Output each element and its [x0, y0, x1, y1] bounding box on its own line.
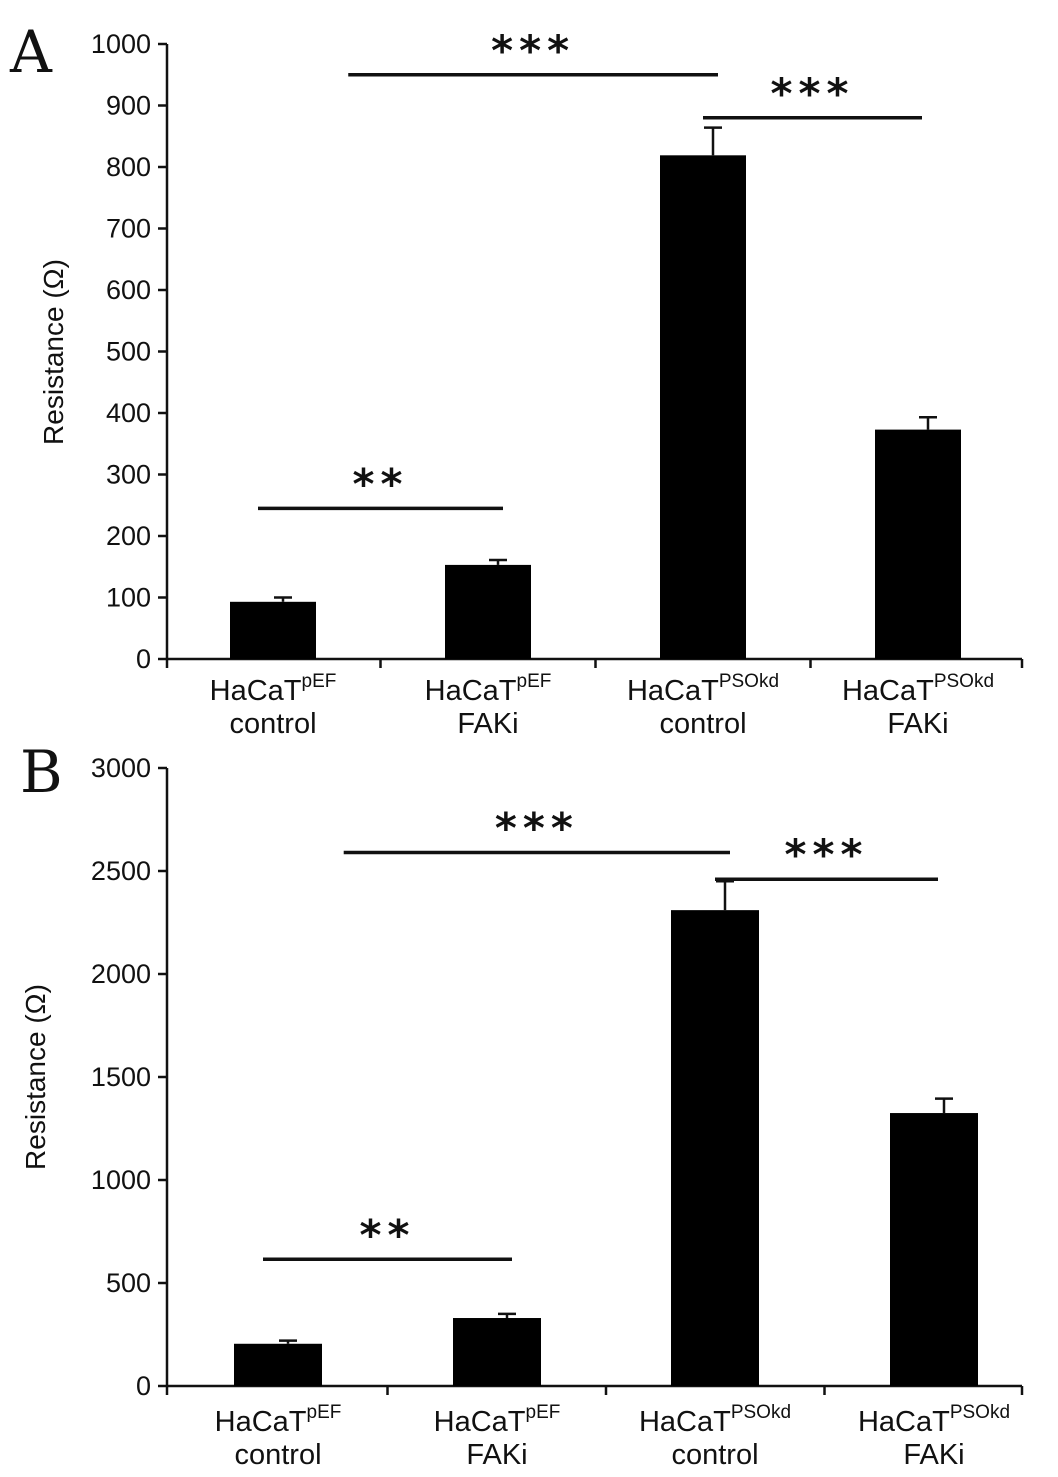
category-sublabel: control: [659, 708, 746, 740]
category-sublabel: FAKi: [887, 708, 948, 740]
panel-letter: A: [9, 18, 53, 86]
category-label: HaCaTPSOkd: [627, 671, 779, 707]
bar: [660, 155, 746, 659]
category-label: HaCaTPSOkd: [842, 671, 994, 707]
significance-label: **: [353, 459, 409, 508]
y-tick-label: 2000: [91, 959, 151, 989]
category-label: HaCaTPSOkd: [639, 1402, 791, 1438]
panel-letter: B: [20, 738, 63, 806]
bar: [671, 910, 759, 1386]
error-bars: [274, 126, 937, 602]
significance-label: ***: [785, 830, 869, 879]
significance-label: ***: [491, 26, 575, 75]
y-tick-label: 200: [106, 521, 151, 551]
panel-b: B Resistance (Ω) 0 500 1000 1500 2000 2500 300…: [20, 738, 1024, 1471]
y-tick-label: 1500: [91, 1062, 151, 1092]
category-labels: HaCaTpEFcontrolHaCaTpEFFAKiHaCaTPSOkdcon…: [210, 671, 994, 740]
significance-label: ***: [495, 803, 579, 852]
significance-brackets: ********: [263, 803, 938, 1262]
category-sublabel: control: [229, 708, 316, 740]
bar: [890, 1113, 978, 1386]
y-tick-label: 400: [106, 398, 151, 428]
y-tick-label: 500: [106, 337, 151, 367]
panel-a: A Resistance (Ω) 0 100 200 300 400 500 600 700 8…: [9, 18, 1024, 740]
y-ticks: 0 500 1000 1500 2000 2500 3000: [91, 753, 167, 1401]
category-label: HaCaTpEF: [210, 671, 337, 707]
category-labels: HaCaTpEFcontrolHaCaTpEFFAKiHaCaTPSOkdcon…: [215, 1402, 1010, 1471]
significance-brackets: ********: [258, 26, 922, 511]
y-tick-label: 2500: [91, 856, 151, 886]
y-tick-label: 800: [106, 152, 151, 182]
y-tick-label: 0: [136, 644, 151, 674]
bar: [875, 429, 961, 659]
bar: [230, 601, 316, 659]
category-sublabel: FAKi: [903, 1439, 964, 1471]
bar: [445, 564, 531, 659]
category-sublabel: control: [234, 1439, 321, 1471]
y-tick-label: 900: [106, 91, 151, 121]
y-tick-label: 600: [106, 275, 151, 305]
category-label: HaCaTpEF: [425, 671, 552, 707]
bar: [453, 1318, 541, 1386]
category-label: HaCaTpEF: [215, 1402, 342, 1438]
error-bars: [279, 880, 953, 1344]
y-tick-label: 1000: [91, 1165, 151, 1195]
y-tick-label: 0: [136, 1371, 151, 1401]
category-label: HaCaTpEF: [434, 1402, 561, 1438]
bars: [230, 155, 961, 659]
y-tick-label: 700: [106, 214, 151, 244]
bar: [234, 1343, 322, 1386]
y-tick-label: 1000: [91, 29, 151, 59]
y-tick-label: 100: [106, 583, 151, 613]
category-label: HaCaTPSOkd: [858, 1402, 1010, 1438]
significance-label: **: [360, 1210, 416, 1259]
category-sublabel: control: [671, 1439, 758, 1471]
significance-label: ***: [771, 69, 855, 118]
y-tick-label: 3000: [91, 753, 151, 783]
category-sublabel: FAKi: [466, 1439, 527, 1471]
bars: [234, 910, 978, 1386]
y-tick-label: 500: [106, 1268, 151, 1298]
y-ticks: 0 100 200 300 400 500 600 700 800 900 1000: [91, 29, 167, 674]
y-axis-label: Resistance (Ω): [38, 259, 69, 445]
y-axis-label: Resistance (Ω): [20, 984, 51, 1170]
category-sublabel: FAKi: [457, 708, 518, 740]
y-tick-label: 300: [106, 460, 151, 490]
